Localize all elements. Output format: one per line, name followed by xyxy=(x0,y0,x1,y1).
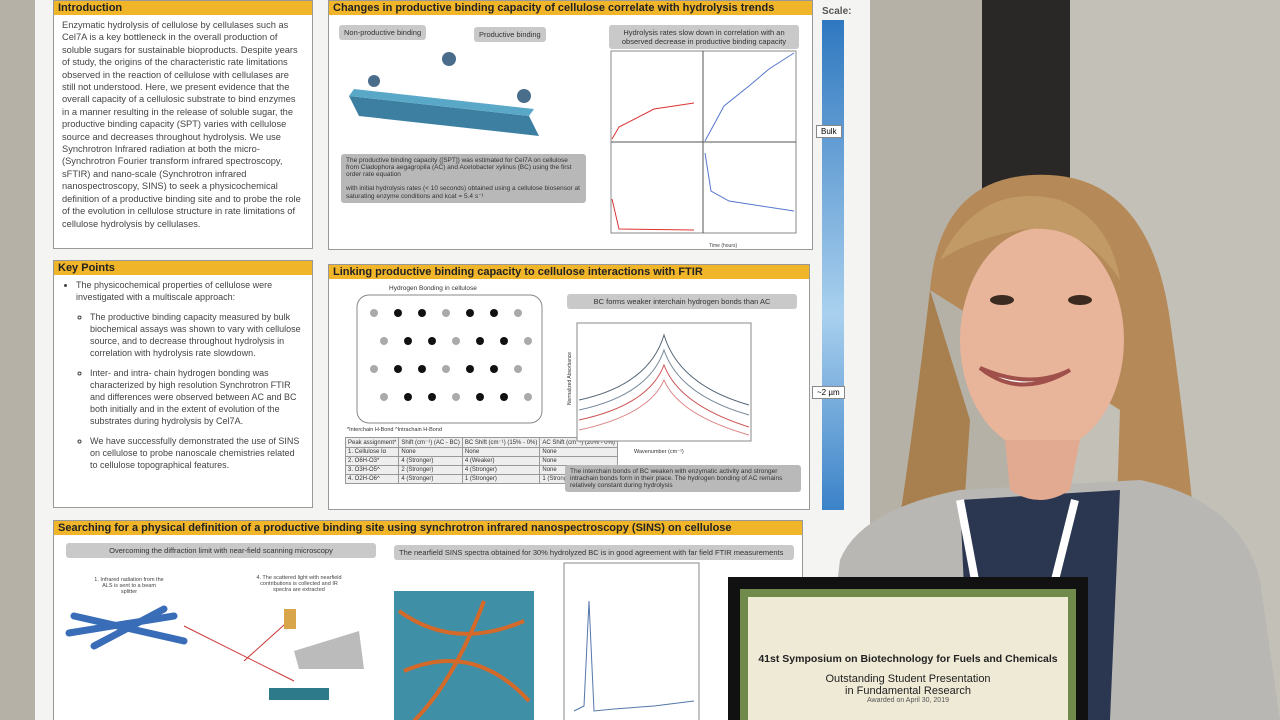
atom xyxy=(476,393,484,401)
atom xyxy=(500,337,508,345)
label: The interchain bonds of BC weaken with e… xyxy=(565,465,801,492)
table-cell: 4. O2H-O6^ xyxy=(344,474,400,484)
bullet: We have successfully demonstrated the us… xyxy=(90,435,304,471)
atom xyxy=(524,337,532,345)
certificate-frame: 41st Symposium on Biotechnology for Fuel… xyxy=(728,577,1088,720)
atom xyxy=(524,393,532,401)
label: Hydrogen Bonding in cellulose xyxy=(389,285,477,292)
curve xyxy=(704,52,795,142)
label: BC forms weaker interchain hydrogen bond… xyxy=(567,294,797,309)
pole xyxy=(982,0,1070,190)
table-cell: 4 (Stronger) xyxy=(461,465,541,475)
section-title: Linking productive binding capacity to c… xyxy=(329,265,809,279)
certificate-text: Awarded on April 30, 2019 xyxy=(867,697,949,704)
figures: Wavenumber (cm⁻¹) Normalized Absorbance xyxy=(356,294,752,455)
scale-label: Scale: xyxy=(822,6,852,17)
atom xyxy=(452,337,460,345)
section-title: Searching for a physical definition of a… xyxy=(54,521,802,535)
table-cell: 4 (Stronger) xyxy=(398,474,463,484)
atom xyxy=(428,393,436,401)
atom xyxy=(404,337,412,345)
atom xyxy=(428,337,436,345)
bullet: The productive binding capacity measured… xyxy=(90,311,304,359)
atom xyxy=(380,393,388,401)
scale-label: Bulk xyxy=(816,125,842,138)
atom xyxy=(452,393,460,401)
afm-image xyxy=(394,591,534,720)
atom xyxy=(466,365,474,373)
atom xyxy=(394,365,402,373)
curve xyxy=(611,102,695,140)
section-title: Introduction xyxy=(54,1,312,15)
caption: 1. Infrared radiation from the ALS is se… xyxy=(94,577,164,595)
label: Non-productive binding xyxy=(339,25,427,40)
axis-label: Time (hours) xyxy=(709,243,737,249)
atom xyxy=(476,337,484,345)
label: Overcoming the diffraction limit with ne… xyxy=(66,543,376,558)
plot-frame xyxy=(576,322,752,442)
atom xyxy=(490,309,498,317)
atom xyxy=(442,309,450,317)
atom xyxy=(394,309,402,317)
table-row: 4. O2H-O6^ 4 (Stronger) 1 (Stronger) 1 (Str… xyxy=(344,474,618,484)
atom xyxy=(418,365,426,373)
atom xyxy=(442,365,450,373)
certificate-title: 41st Symposium on Biotechnology for Fuel… xyxy=(758,653,1058,665)
linking-box: Linking productive binding capacity to c… xyxy=(328,264,810,510)
atom xyxy=(370,309,378,317)
text: with initial hydrolysis rates (< 10 seco… xyxy=(346,185,580,200)
table-cell: 3. O3H-O5^ xyxy=(344,465,400,475)
certificate-text: in Fundamental Research xyxy=(845,685,971,697)
axis-label: Wavenumber (cm⁻¹) xyxy=(634,449,684,455)
bullet: Inter- and intra- chain hydrogen bonding… xyxy=(90,367,304,427)
certificate-text: Outstanding Student Presentation xyxy=(825,673,991,685)
label: The nearfield SINS spectra obtained for … xyxy=(394,545,794,560)
figures xyxy=(65,562,700,720)
changes-box: Changes in productive binding capacity o… xyxy=(328,0,813,250)
cellulose-diagram xyxy=(349,52,539,136)
section-title: Changes in productive binding capacity o… xyxy=(329,1,812,15)
atom xyxy=(514,309,522,317)
scale-label: ~2 µm xyxy=(812,386,845,399)
atom xyxy=(404,393,412,401)
label: Productive binding xyxy=(474,27,546,42)
molecule xyxy=(370,309,532,401)
table-cell: 2 (Stronger) xyxy=(398,465,463,475)
bullet: The physicochemical properties of cellul… xyxy=(76,279,304,303)
axis-label: Normalized Absorbance xyxy=(567,352,573,405)
searching-box: Searching for a physical definition of a… xyxy=(53,520,803,720)
atom xyxy=(370,365,378,373)
keypoints-box: Key Points The physicochemical propertie… xyxy=(53,260,313,508)
atom xyxy=(466,309,474,317)
intro-box: Introduction Enzymatic hydrolysis of cel… xyxy=(53,0,313,249)
atom xyxy=(514,365,522,373)
atom xyxy=(418,309,426,317)
label: The productive binding capacity ([SPT]) … xyxy=(341,154,586,203)
table-cell: 1 (Stronger) xyxy=(461,474,541,484)
figures: Time (hours) xyxy=(349,50,797,249)
note: *Interchain H-Bond ^Intrachain H-Bond xyxy=(347,427,442,433)
caption: 4. The scattered light with nearfield co… xyxy=(256,575,342,593)
text: The productive binding capacity ([SPT]) … xyxy=(346,157,572,178)
table-row: 2. O6H-O3* 4 (Stronger) 4 (Weaker) None xyxy=(344,456,618,466)
atom xyxy=(380,337,388,345)
atom xyxy=(500,393,508,401)
atom xyxy=(490,365,498,373)
paragraph: Enzymatic hydrolysis of cellulose by cel… xyxy=(62,20,301,229)
certificate: 41st Symposium on Biotechnology for Fuel… xyxy=(740,589,1076,720)
label: Hydrolysis rates slow down in correlatio… xyxy=(609,25,799,49)
section-title: Key Points xyxy=(54,261,312,275)
